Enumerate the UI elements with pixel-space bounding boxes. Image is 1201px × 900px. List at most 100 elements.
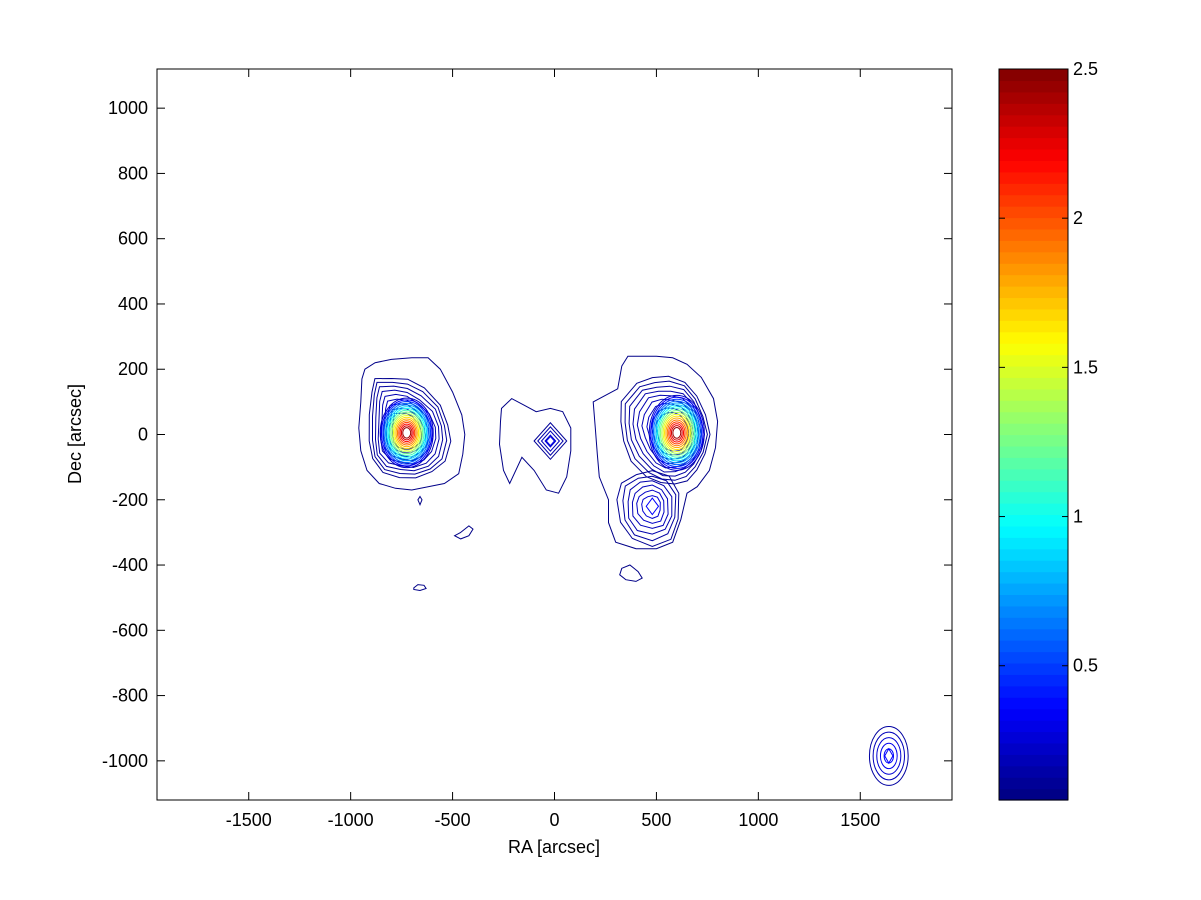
y-tick-label: 1000 [108, 98, 148, 118]
colorbar-band [999, 377, 1068, 390]
contour-right-core [651, 398, 703, 468]
x-tick-label: -500 [435, 810, 471, 830]
colorbar-band [999, 468, 1068, 481]
colorbar: 0.5 1 1.5 2 2.5 [998, 59, 1098, 801]
contour-corner-ring [879, 742, 898, 770]
y-axis-ticks: -1000 -800 -600 -400 -200 0 200 400 600 800 1000 [102, 98, 952, 771]
contour-left-core [402, 427, 412, 439]
contour-right-core [665, 417, 689, 449]
contour-right-shell [636, 394, 700, 469]
x-tick-label: 0 [549, 810, 559, 830]
colorbar-band [999, 605, 1068, 618]
colorbar-band [999, 480, 1068, 493]
contour-right-core [668, 421, 686, 445]
colorbar-band [999, 365, 1068, 378]
y-tick-label: -400 [112, 555, 148, 575]
contour-south-lobe [627, 480, 673, 535]
contour-right-core [659, 410, 694, 456]
colorbar-band [999, 274, 1068, 287]
contour-left-core [392, 414, 421, 451]
contour-lines [358, 355, 909, 786]
y-tick-label: 600 [118, 229, 148, 249]
colorbar-band [999, 765, 1068, 778]
colorbar-band [999, 137, 1068, 150]
colorbar-band [999, 388, 1068, 401]
colorbar-tick-label: 1 [1073, 507, 1083, 527]
contour-plot: -1500 -1000 -500 0 500 1000 1500 -1000 -800 -600… [102, 68, 953, 830]
x-axis-ticks: -1500 -1000 -500 0 500 1000 1500 [226, 69, 880, 830]
contour-right-core [652, 400, 701, 466]
colorbar-band [999, 160, 1068, 173]
y-tick-label: 0 [138, 425, 148, 445]
contour-small [453, 525, 474, 540]
colorbar-band [999, 697, 1068, 710]
colorbar-band [999, 308, 1068, 321]
colorbar-band [999, 788, 1068, 801]
colorbar-band [999, 731, 1068, 744]
contour-corner-ring [876, 737, 902, 775]
contour-south-peak [645, 497, 660, 516]
contour-south-lobe [636, 489, 665, 524]
colorbar-band [999, 628, 1068, 641]
y-tick-label: 200 [118, 359, 148, 379]
contour-corner-peak [884, 747, 894, 765]
colorbar-band [999, 651, 1068, 664]
contour-left-core [382, 401, 432, 465]
colorbar-band [999, 400, 1068, 413]
contour-right-core [661, 411, 693, 454]
contour-central-ring [537, 426, 564, 456]
contour-left-core [387, 408, 426, 458]
colorbar-band [999, 548, 1068, 561]
colorbar-tick-label: 0.5 [1073, 656, 1098, 676]
contour-right-shell [620, 375, 711, 485]
x-tick-label: -1500 [226, 810, 272, 830]
contour-left-core [400, 425, 413, 441]
colorbar-band [999, 354, 1068, 367]
colorbar-band [999, 525, 1068, 538]
colorbar-band [999, 343, 1068, 356]
contour-left-core [391, 413, 422, 453]
contour-left-core [395, 418, 418, 448]
colorbar-tick-label: 2.5 [1073, 59, 1098, 79]
contour-left-core [399, 423, 414, 443]
colorbar-band [999, 662, 1068, 675]
colorbar-band [999, 91, 1068, 104]
contour-left-shell [374, 385, 444, 472]
colorbar-band [999, 434, 1068, 447]
colorbar-band [999, 320, 1068, 333]
contour-left-outer [358, 357, 466, 491]
colorbar-band [999, 537, 1068, 550]
contour-right-core [648, 394, 705, 471]
contour-right-core [657, 406, 697, 460]
plot-background [157, 69, 952, 800]
colorbar-band [999, 514, 1068, 527]
colorbar-band [999, 80, 1068, 93]
contour-right-core [650, 396, 704, 469]
contour-left-shell [377, 389, 440, 469]
contour-left-core [398, 421, 416, 444]
colorbar-band [999, 571, 1068, 584]
contour-south-lobe [631, 484, 669, 529]
colorbar-band [999, 69, 1068, 82]
x-tick-label: -1000 [328, 810, 374, 830]
colorbar-band [999, 720, 1068, 733]
colorbar-band [999, 297, 1068, 310]
contour-south-lobe [622, 475, 677, 542]
contour-corner-ring [868, 725, 909, 786]
x-tick-label: 1000 [738, 810, 778, 830]
colorbar-band [999, 263, 1068, 276]
colorbar-band [999, 183, 1068, 196]
colorbar-band [999, 708, 1068, 721]
colorbar-band [999, 251, 1068, 264]
colorbar-band [999, 228, 1068, 241]
colorbar-frame [998, 68, 1069, 801]
colorbar-band [999, 331, 1068, 344]
contour-corner-ring [872, 731, 906, 781]
colorbar-band [999, 114, 1068, 127]
colorbar-band [999, 594, 1068, 607]
contour-right-core [670, 425, 683, 441]
colorbar-band [999, 206, 1068, 219]
colorbar-band [999, 742, 1068, 755]
y-tick-label: 400 [118, 294, 148, 314]
